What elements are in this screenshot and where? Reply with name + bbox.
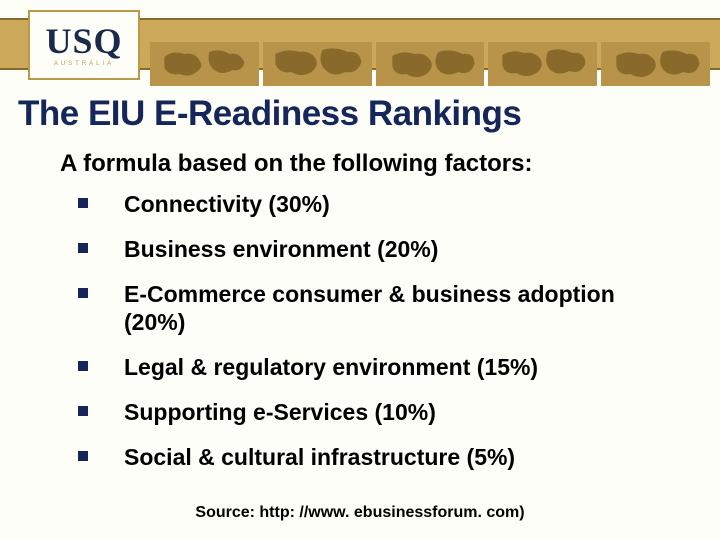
- slide-title: The EIU E-Readiness Rankings: [18, 94, 702, 134]
- list-item: Connectivity (30%): [78, 190, 680, 218]
- list-item: Social & cultural infrastructure (5%): [78, 443, 680, 471]
- list-item: E-Commerce consumer & business adoption …: [78, 280, 680, 336]
- logo-subtitle: AUSTRALIA: [54, 61, 114, 67]
- map-panel: [601, 42, 710, 86]
- list-item: Legal & regulatory environment (15%): [78, 353, 680, 381]
- factor-list: Connectivity (30%) Business environment …: [78, 190, 680, 488]
- list-item: Business environment (20%): [78, 235, 680, 263]
- map-panel: [263, 42, 372, 86]
- map-panel: [150, 42, 259, 86]
- list-item: Supporting e-Services (10%): [78, 398, 680, 426]
- map-panel: [488, 42, 597, 86]
- world-maps-strip: [150, 42, 710, 86]
- slide-subtitle: A formula based on the following factors…: [60, 150, 532, 178]
- map-panel: [376, 42, 485, 86]
- usq-logo: USQ AUSTRALIA: [28, 10, 140, 80]
- logo-text: USQ: [45, 23, 122, 59]
- source-citation: Source: http: //www. ebusinessforum. com…: [0, 504, 720, 522]
